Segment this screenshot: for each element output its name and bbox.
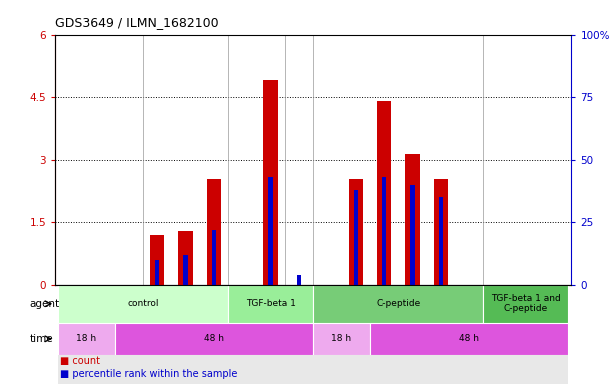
Bar — [228, 285, 313, 323]
Bar — [434, 179, 448, 285]
Bar — [58, 285, 86, 384]
Bar — [58, 323, 114, 355]
Bar — [313, 285, 483, 323]
Bar — [377, 101, 391, 285]
Bar — [58, 285, 228, 323]
Text: TGF-beta 1: TGF-beta 1 — [246, 299, 296, 308]
Bar — [297, 275, 301, 285]
Bar — [354, 190, 358, 285]
Bar — [398, 285, 426, 384]
Bar — [171, 285, 200, 384]
Bar — [114, 285, 143, 384]
Bar — [143, 285, 171, 384]
Bar — [200, 285, 228, 384]
Text: C-peptide: C-peptide — [376, 299, 420, 308]
Bar — [426, 285, 455, 384]
Bar — [370, 285, 398, 384]
Bar — [86, 285, 114, 384]
Bar — [439, 197, 443, 285]
Bar — [313, 323, 370, 355]
Bar — [313, 285, 342, 384]
Text: 18 h: 18 h — [331, 334, 351, 343]
Text: 18 h: 18 h — [76, 334, 97, 343]
Bar — [483, 285, 512, 384]
Bar — [263, 81, 277, 285]
Bar — [382, 177, 386, 285]
Bar — [455, 285, 483, 384]
Text: agent: agent — [29, 299, 60, 309]
Bar — [183, 255, 188, 285]
Bar — [155, 260, 159, 285]
Bar — [483, 285, 568, 323]
Bar — [370, 323, 568, 355]
Text: control: control — [127, 299, 159, 308]
Bar — [178, 231, 192, 285]
Text: GDS3649 / ILMN_1682100: GDS3649 / ILMN_1682100 — [55, 16, 219, 29]
Bar — [540, 285, 568, 384]
Bar — [512, 285, 540, 384]
Bar — [212, 230, 216, 285]
Bar — [405, 154, 420, 285]
Bar — [257, 285, 285, 384]
Bar — [228, 285, 257, 384]
Bar — [342, 285, 370, 384]
Bar — [114, 323, 313, 355]
Text: TGF-beta 1 and
C-peptide: TGF-beta 1 and C-peptide — [491, 294, 561, 313]
Bar — [349, 179, 363, 285]
Bar — [207, 179, 221, 285]
Text: ■ percentile rank within the sample: ■ percentile rank within the sample — [60, 369, 238, 379]
Bar — [268, 177, 273, 285]
Bar — [285, 285, 313, 384]
Text: ■ count: ■ count — [60, 356, 100, 366]
Text: 48 h: 48 h — [204, 334, 224, 343]
Bar — [411, 185, 414, 285]
Text: time: time — [29, 334, 53, 344]
Bar — [150, 235, 164, 285]
Text: 48 h: 48 h — [459, 334, 479, 343]
